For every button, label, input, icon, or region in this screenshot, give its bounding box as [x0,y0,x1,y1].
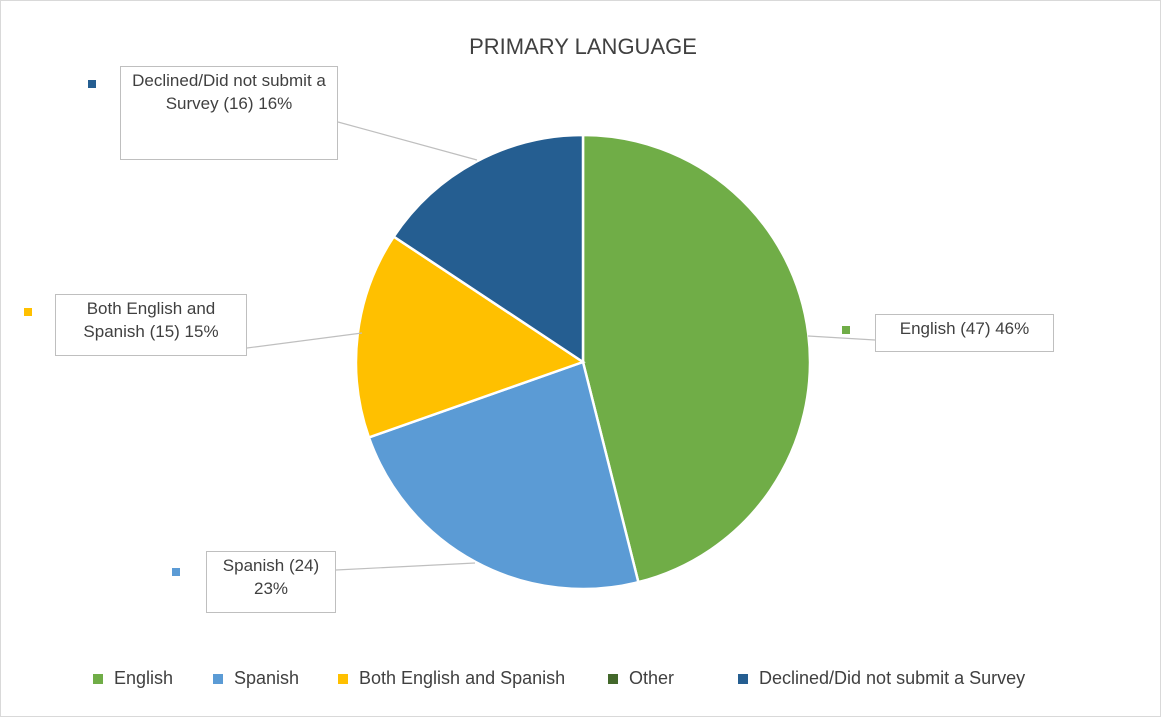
data-label: English (47) 46% [875,314,1054,352]
legend-label: Other [629,668,674,688]
label-marker [24,308,32,316]
legend-label: Both English and Spanish [359,668,565,688]
data-label: Spanish (24) 23% [206,551,336,613]
legend-marker [338,674,348,684]
label-marker [842,326,850,334]
pie-slice [581,133,812,584]
data-label: Both English and Spanish (15) 15% [55,294,247,356]
legend-label: Spanish [234,668,299,688]
label-marker [172,568,180,576]
legend-label: Declined/Did not submit a Survey [759,668,1025,688]
legend-label: English [114,668,173,688]
data-label: Declined/Did not submit a Survey (16) 16… [120,66,338,160]
pie-slice [367,360,640,591]
legend-marker [608,674,618,684]
leader-line [335,562,476,571]
leader-line [337,121,478,161]
chart-title: PRIMARY LANGUAGE [469,34,697,59]
label-marker [88,80,96,88]
legend-marker [213,674,223,684]
legend-marker [738,674,748,684]
legend-marker [93,674,103,684]
leader-line [246,332,363,349]
pie-slice [392,133,585,365]
leader-line [807,335,876,341]
